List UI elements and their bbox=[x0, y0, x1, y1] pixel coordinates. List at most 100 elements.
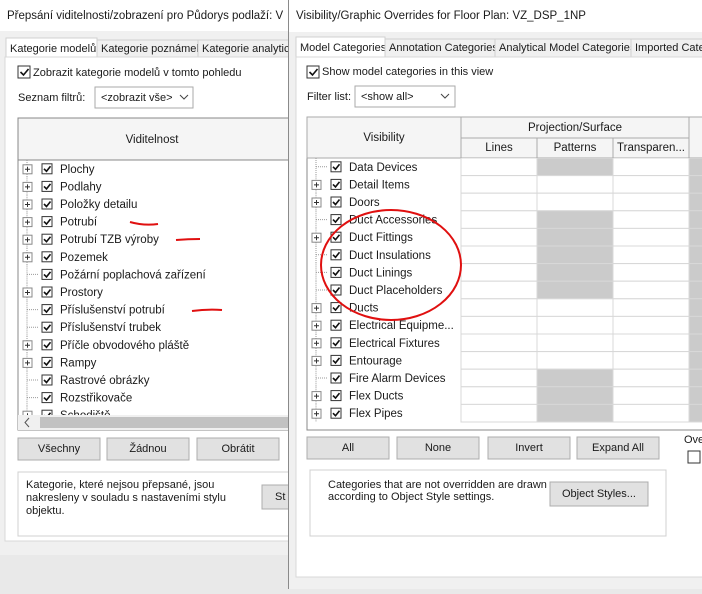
button-label[interactable]: Obrátit bbox=[221, 443, 254, 455]
checkbox[interactable] bbox=[330, 284, 342, 296]
checkbox[interactable] bbox=[330, 302, 342, 314]
checkbox[interactable] bbox=[330, 161, 342, 173]
checkbox[interactable] bbox=[41, 374, 53, 386]
checkbox[interactable] bbox=[330, 407, 342, 419]
checkbox[interactable] bbox=[687, 450, 701, 464]
title-bar bbox=[289, 0, 702, 32]
checkbox[interactable] bbox=[330, 249, 342, 261]
cell bbox=[536, 227, 614, 247]
checkbox[interactable] bbox=[41, 392, 53, 404]
checkbox[interactable] bbox=[41, 216, 53, 228]
button[interactable] bbox=[196, 437, 280, 461]
filter-select[interactable] bbox=[354, 85, 456, 108]
row-label: Příslušenství potrubí bbox=[60, 305, 166, 317]
checkbox[interactable] bbox=[41, 339, 53, 351]
tab-label[interactable]: Analytical Model Categories bbox=[499, 42, 636, 54]
button-label[interactable]: Žádnou bbox=[129, 442, 166, 455]
checkbox[interactable] bbox=[41, 233, 53, 245]
checkbox[interactable] bbox=[330, 337, 342, 349]
button[interactable] bbox=[17, 437, 101, 461]
button-label[interactable]: None bbox=[425, 442, 451, 454]
filter-value[interactable]: <zobrazit vše> bbox=[101, 92, 173, 104]
check bbox=[332, 375, 341, 382]
tab-label[interactable]: Annotation Categories bbox=[389, 42, 498, 54]
checkbox[interactable] bbox=[306, 65, 320, 79]
button[interactable] bbox=[487, 436, 571, 460]
checkbox[interactable] bbox=[330, 266, 342, 278]
cell bbox=[688, 227, 702, 247]
button[interactable] bbox=[106, 437, 190, 461]
checkbox-label[interactable]: Zobrazit kategorie modelů v tomto pohled… bbox=[33, 67, 242, 79]
cell bbox=[460, 403, 538, 423]
checkbox[interactable] bbox=[41, 268, 53, 280]
row-label: Potrubí bbox=[60, 217, 98, 229]
expander-plus bbox=[314, 235, 319, 241]
cell bbox=[460, 158, 538, 177]
button[interactable] bbox=[306, 436, 390, 460]
check bbox=[43, 271, 52, 279]
tab-label[interactable]: Model Categories bbox=[300, 42, 387, 54]
filter-select[interactable] bbox=[94, 86, 194, 109]
table-header bbox=[17, 117, 299, 161]
expander-plus bbox=[314, 182, 319, 188]
filter-value[interactable]: <show all> bbox=[361, 91, 414, 103]
checkbox[interactable] bbox=[41, 180, 53, 192]
check bbox=[19, 68, 30, 77]
tab-label[interactable]: Imported Categ bbox=[635, 42, 702, 54]
checkbox[interactable] bbox=[330, 214, 342, 226]
tab-label[interactable]: Kategorie poznámek bbox=[101, 43, 202, 55]
checkbox[interactable] bbox=[41, 163, 53, 175]
checkbox[interactable] bbox=[41, 409, 53, 420]
checkbox[interactable] bbox=[41, 321, 53, 333]
cell bbox=[612, 227, 690, 247]
check bbox=[43, 218, 52, 226]
checkbox[interactable] bbox=[41, 198, 53, 210]
checkbox[interactable] bbox=[41, 286, 53, 298]
button-label[interactable]: Expand All bbox=[592, 442, 644, 454]
cell bbox=[612, 280, 690, 300]
dialog-title: Přepsání viditelnosti/zobrazení pro Půdo… bbox=[7, 10, 283, 22]
row-label: Duct Linings bbox=[349, 267, 413, 279]
tab-label[interactable]: Kategorie modelů bbox=[10, 43, 96, 55]
checkbox[interactable] bbox=[41, 304, 53, 316]
cell bbox=[688, 403, 702, 423]
checkbox-label[interactable]: Show model categories in this view bbox=[322, 66, 493, 78]
scroll-thumb[interactable] bbox=[40, 417, 288, 428]
cell bbox=[460, 210, 538, 229]
checkbox[interactable] bbox=[330, 196, 342, 208]
row-label: Rampy bbox=[60, 357, 97, 369]
cell bbox=[688, 386, 702, 405]
expander-plus bbox=[25, 237, 30, 243]
check bbox=[332, 304, 341, 312]
checkbox[interactable] bbox=[330, 372, 342, 384]
checkbox[interactable] bbox=[330, 354, 342, 366]
expander[interactable] bbox=[22, 410, 33, 420]
check bbox=[332, 269, 341, 277]
expander-plus bbox=[314, 305, 319, 311]
button-label[interactable]: St bbox=[275, 491, 285, 503]
button-label[interactable]: Všechny bbox=[38, 443, 81, 455]
scroll-arrow[interactable] bbox=[24, 417, 30, 428]
button[interactable] bbox=[576, 436, 660, 460]
button[interactable] bbox=[396, 436, 480, 460]
sub-header: Transparen... bbox=[617, 142, 685, 154]
checkbox[interactable] bbox=[41, 251, 53, 263]
button-label[interactable]: Invert bbox=[515, 442, 543, 454]
button-label[interactable]: Object Styles... bbox=[562, 488, 636, 500]
checkbox[interactable] bbox=[330, 178, 342, 190]
button-label[interactable]: All bbox=[342, 442, 354, 454]
checkbox[interactable] bbox=[330, 390, 342, 402]
checkbox[interactable] bbox=[17, 65, 31, 79]
check bbox=[43, 394, 52, 402]
checkbox[interactable] bbox=[330, 319, 342, 331]
cell bbox=[612, 192, 690, 212]
button[interactable] bbox=[549, 481, 649, 507]
annotation-ellipse bbox=[320, 209, 462, 321]
cell bbox=[612, 315, 690, 335]
dropdown-arrow bbox=[179, 94, 189, 100]
checkbox[interactable] bbox=[41, 356, 53, 368]
cell bbox=[460, 192, 538, 212]
row-label: Entourage bbox=[349, 355, 402, 367]
column-header: Viditelnost bbox=[126, 134, 180, 146]
tab-label[interactable]: Kategorie analytick bbox=[202, 43, 295, 55]
